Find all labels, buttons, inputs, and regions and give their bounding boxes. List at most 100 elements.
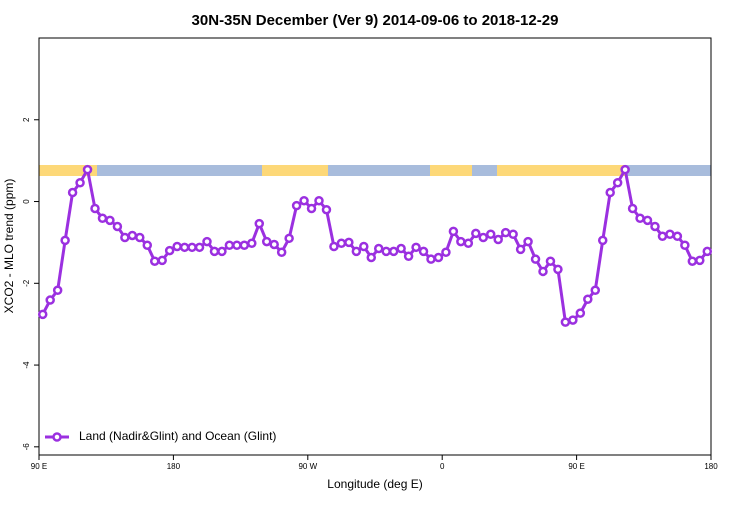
data-point — [441, 247, 451, 257]
data-point — [687, 256, 698, 266]
data-point — [560, 317, 571, 327]
y-tick-label: 2 — [22, 117, 31, 122]
y-axis-label: XCO2 - MLO trend (ppm) — [2, 179, 16, 314]
data-point — [635, 213, 645, 224]
data-point — [202, 236, 212, 247]
data-point — [433, 252, 444, 263]
x-tick-label: 90 W — [298, 462, 317, 471]
data-point — [590, 285, 601, 295]
y-tick-label: 0 — [22, 199, 31, 204]
data-point — [157, 255, 167, 266]
data-point — [642, 215, 653, 226]
data-point — [403, 251, 414, 262]
data-point — [120, 232, 130, 243]
data-point — [680, 240, 690, 251]
x-tick-label: 90 E — [31, 462, 47, 471]
data-point — [485, 229, 496, 239]
data-point — [194, 242, 205, 253]
data-point — [500, 227, 511, 238]
x-tick-label: 180 — [167, 462, 181, 471]
data-point — [605, 187, 615, 198]
data-point — [665, 229, 675, 239]
data-point — [515, 244, 526, 255]
data-point — [448, 226, 459, 237]
data-point — [478, 232, 489, 243]
data-point — [627, 203, 638, 214]
data-point — [75, 177, 85, 188]
x-tick-label: 90 E — [568, 462, 584, 471]
data-point — [164, 245, 175, 256]
x-tick-label: 180 — [704, 462, 718, 471]
data-point — [52, 285, 63, 295]
data-point — [224, 240, 235, 251]
data-point — [508, 229, 518, 239]
data-point — [239, 240, 250, 251]
data-point — [321, 204, 332, 215]
data-point — [329, 241, 339, 252]
data-point — [373, 243, 384, 254]
data-point — [105, 215, 115, 226]
data-point — [695, 255, 705, 266]
data-point — [291, 200, 302, 211]
data-point — [523, 236, 533, 247]
x-axis-label: Longitude (deg E) — [327, 477, 422, 491]
data-point — [351, 246, 362, 257]
data-point — [388, 246, 399, 257]
data-point — [284, 233, 294, 244]
data-point — [67, 187, 78, 198]
data-point — [261, 236, 272, 247]
data-point — [232, 240, 242, 251]
data-point — [217, 246, 227, 257]
data-point — [60, 235, 70, 246]
data-point — [149, 256, 160, 266]
legend-marker — [52, 432, 62, 442]
data-point — [254, 218, 265, 229]
data-point — [247, 238, 257, 248]
data-point — [538, 266, 548, 277]
data-point — [135, 232, 145, 243]
data-point — [612, 177, 623, 188]
y-tick-label: -6 — [22, 443, 31, 451]
data-point — [172, 241, 182, 252]
data-point — [344, 237, 354, 248]
data-point — [179, 242, 190, 253]
data-point — [463, 238, 474, 248]
data-point — [112, 221, 123, 232]
data-point — [575, 308, 586, 318]
data-point — [366, 252, 377, 263]
data-point — [657, 231, 668, 242]
data-point — [37, 309, 48, 320]
y-tick-label: -4 — [22, 361, 31, 369]
data-point — [530, 254, 541, 264]
land-ocean-strip — [39, 165, 711, 176]
legend-label: Land (Nadir&Glint) and Ocean (Glint) — [79, 429, 276, 443]
data-point — [650, 221, 660, 232]
data-point — [702, 246, 713, 257]
data-point — [545, 256, 556, 266]
y-tick-label: -2 — [22, 279, 31, 287]
data-point — [396, 243, 406, 254]
data-point — [314, 195, 324, 206]
x-tick-label: 0 — [440, 462, 445, 471]
data-point — [269, 239, 279, 250]
data-point — [672, 231, 683, 242]
data-point — [418, 246, 429, 257]
data-point — [306, 203, 317, 214]
land-strip — [39, 165, 97, 176]
data-point — [493, 234, 503, 245]
plot-frame — [38, 37, 712, 456]
data-point — [568, 315, 578, 325]
land-strip — [262, 165, 328, 176]
chart-title: 30N-35N December (Ver 9) 2014-09-06 to 2… — [192, 12, 559, 29]
land-strip — [497, 165, 625, 176]
data-point — [209, 246, 220, 257]
data-point — [471, 228, 481, 239]
data-point — [620, 164, 630, 175]
data-point — [381, 246, 391, 257]
data-point — [411, 242, 421, 253]
data-point — [359, 241, 369, 252]
land-strip — [430, 165, 472, 176]
data-point — [553, 264, 563, 275]
